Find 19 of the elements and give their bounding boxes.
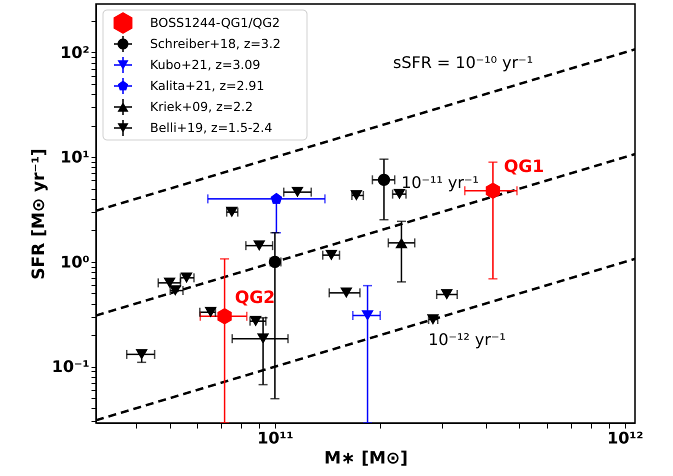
x-tick-label: 10¹¹ bbox=[257, 428, 294, 448]
x-tick-label: 10¹² bbox=[607, 428, 644, 448]
y-tick-label: 10¹ bbox=[60, 148, 90, 167]
y-tick-label: 10² bbox=[60, 42, 90, 62]
y-tick-label: 10⁻¹ bbox=[52, 357, 90, 376]
annotation: 10⁻¹¹ yr⁻¹ bbox=[401, 173, 479, 192]
x-axis-title: M∗ [M⊙] bbox=[324, 448, 408, 468]
y-tick-label: 10⁰ bbox=[60, 252, 90, 272]
legend-label: Schreiber+18, z=3.2 bbox=[150, 36, 281, 51]
legend-label: Belli+19, z=1.5-2.4 bbox=[150, 120, 272, 135]
legend-label: Kalita+21, z=2.91 bbox=[150, 78, 264, 93]
annotation: sSFR = 10⁻¹⁰ yr⁻¹ bbox=[392, 53, 534, 72]
annotation: QG2 bbox=[234, 288, 276, 308]
legend-label: Kriek+09, z=2.2 bbox=[150, 99, 253, 114]
legend-label: Kubo+21, z=3.09 bbox=[150, 57, 260, 72]
annotation: QG1 bbox=[504, 157, 544, 177]
annotation: 10⁻¹² yr⁻¹ bbox=[428, 330, 506, 349]
legend-label: BOSS1244-QG1/QG2 bbox=[150, 15, 280, 30]
y-axis-title: SFR [M⊙ yr⁻¹] bbox=[28, 148, 49, 280]
